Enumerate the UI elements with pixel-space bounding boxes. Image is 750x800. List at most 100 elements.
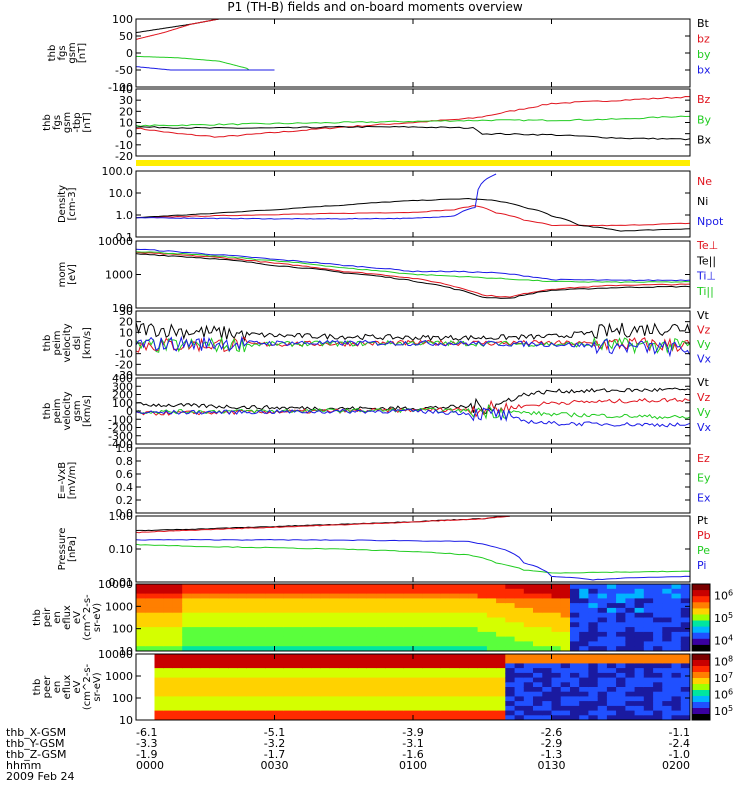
panel-8 bbox=[135, 515, 691, 583]
spectrogram-cell bbox=[256, 682, 266, 688]
spectrogram-cell bbox=[191, 603, 202, 609]
spectrogram-cell bbox=[329, 588, 340, 595]
spectrogram-cell bbox=[606, 701, 617, 707]
spectrogram-cell bbox=[145, 677, 155, 683]
spectrogram-cell bbox=[136, 654, 146, 660]
spectrogram-cell bbox=[680, 622, 690, 628]
xaxis-value: -2.6 bbox=[541, 726, 562, 739]
spectrogram-cell bbox=[625, 701, 636, 707]
spectrogram-cell bbox=[274, 682, 285, 688]
spectrogram-cell bbox=[320, 607, 331, 614]
spectrogram-cell bbox=[394, 612, 405, 619]
spectrogram-cell bbox=[468, 677, 479, 683]
spectrogram-cell bbox=[320, 593, 331, 599]
spectrogram-cell bbox=[366, 658, 377, 664]
y-axis-label: thb bbox=[42, 114, 53, 131]
spectrogram-cell bbox=[459, 705, 469, 712]
spectrogram-cell bbox=[191, 687, 202, 693]
spectrogram-cell bbox=[145, 687, 155, 693]
spectrogram-cell bbox=[219, 691, 229, 697]
spectrogram-cell bbox=[616, 588, 626, 595]
colorbar-segment bbox=[692, 660, 710, 667]
spectrogram-cell bbox=[329, 631, 340, 638]
spectrogram-cell bbox=[477, 607, 488, 614]
spectrogram-cell bbox=[671, 593, 682, 599]
spectrogram-cell bbox=[200, 607, 211, 614]
spectrogram-cell bbox=[339, 622, 349, 628]
spectrogram-cell bbox=[542, 603, 553, 609]
spectrogram-cell bbox=[145, 646, 155, 651]
spectrogram-cell bbox=[570, 622, 580, 628]
spectrogram-cell bbox=[523, 677, 534, 683]
series-line-Vx bbox=[136, 407, 690, 428]
spectrogram-cell bbox=[477, 584, 488, 590]
spectrogram-cell bbox=[523, 646, 534, 651]
spectrogram-cell bbox=[413, 696, 423, 702]
series-line-by bbox=[136, 55, 272, 71]
spectrogram-cell bbox=[320, 646, 331, 651]
spectrogram-cell bbox=[542, 715, 553, 720]
spectrogram-cell bbox=[422, 603, 432, 609]
spectrogram-cell bbox=[274, 658, 285, 664]
spectrogram-cell bbox=[256, 593, 266, 599]
spectrogram-cell bbox=[431, 584, 442, 590]
spectrogram-cell bbox=[219, 705, 229, 712]
spectrogram-cell bbox=[560, 705, 571, 712]
spectrogram-cell bbox=[496, 696, 506, 702]
spectrogram-cell bbox=[339, 617, 349, 623]
spectrogram-cell bbox=[653, 612, 663, 619]
spectrogram-cell bbox=[653, 603, 663, 609]
y-tick-label: 30 bbox=[119, 94, 133, 107]
spectrogram-cell bbox=[560, 607, 571, 614]
spectrogram-cell bbox=[219, 646, 229, 651]
spectrogram-cell bbox=[339, 696, 349, 702]
y-axis-label: dsl bbox=[72, 336, 83, 350]
spectrogram-cell bbox=[625, 696, 636, 702]
y-tick-label: 1.0 bbox=[116, 442, 134, 455]
y-tick-label: 1000 bbox=[105, 670, 133, 683]
spectrogram-cell bbox=[523, 672, 534, 679]
spectrogram-cell bbox=[449, 710, 460, 716]
spectrogram-cell bbox=[154, 691, 165, 697]
spectrogram-cell bbox=[597, 668, 608, 674]
spectrogram-cell bbox=[533, 682, 543, 688]
spectrogram-cell bbox=[653, 627, 663, 633]
spectrogram-cell bbox=[449, 672, 460, 679]
spectrogram-cell bbox=[265, 691, 276, 697]
spectrogram-cell bbox=[200, 584, 211, 590]
spectrogram-cell bbox=[662, 691, 673, 697]
spectrogram-cell bbox=[560, 617, 571, 623]
spectrogram-cell bbox=[283, 654, 294, 660]
spectrogram-cell bbox=[440, 705, 451, 712]
spectrogram-cell bbox=[625, 641, 636, 647]
spectrogram-cell bbox=[209, 636, 220, 642]
spectrogram-cell bbox=[579, 607, 589, 614]
spectrogram-cell bbox=[339, 691, 349, 697]
spectrogram-cell bbox=[653, 658, 663, 664]
spectrogram-cell bbox=[172, 588, 183, 595]
spectrogram-cell bbox=[671, 612, 682, 619]
spectrogram-cell bbox=[154, 627, 165, 633]
spectrogram-cell bbox=[265, 701, 276, 707]
spectrogram-cell bbox=[209, 593, 220, 599]
spectrogram-cell bbox=[191, 641, 202, 647]
spectrogram-cell bbox=[329, 617, 340, 623]
spectrogram-cell bbox=[348, 584, 359, 590]
spectrogram-cell bbox=[542, 654, 553, 660]
spectrogram-cell bbox=[200, 682, 211, 688]
spectrogram-cell bbox=[136, 622, 146, 628]
y-axis-label: [km/s] bbox=[82, 395, 93, 427]
spectrogram-cell bbox=[339, 715, 349, 720]
spectrogram-cell bbox=[579, 641, 589, 647]
y-axis-label: eflux bbox=[62, 605, 73, 630]
spectrogram-cell bbox=[265, 617, 276, 623]
spectrogram-cell bbox=[523, 617, 534, 623]
spectrogram-cell bbox=[422, 687, 432, 693]
spectrogram-cell bbox=[680, 691, 690, 697]
spectrogram-cell bbox=[219, 687, 229, 693]
spectrogram-cell bbox=[634, 705, 645, 712]
series-line-Npot bbox=[136, 173, 497, 220]
spectrogram-cell bbox=[293, 641, 303, 647]
spectrogram-cell bbox=[413, 682, 423, 688]
spectrogram-cell bbox=[477, 696, 488, 702]
